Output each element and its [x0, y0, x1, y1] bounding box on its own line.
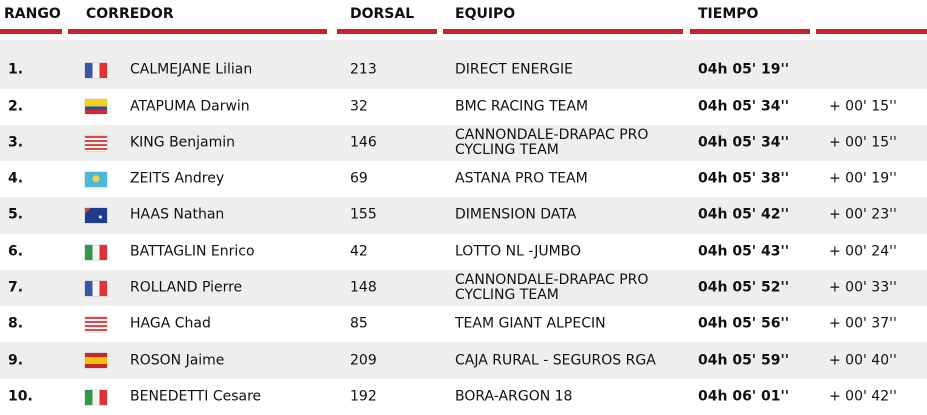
bib: 42	[350, 243, 368, 260]
flag	[85, 171, 107, 187]
flag	[85, 208, 107, 224]
team: TEAM GIANT ALPECIN	[455, 315, 606, 332]
bib: 146	[350, 134, 377, 151]
bib: 213	[350, 61, 377, 78]
header-bar	[816, 29, 927, 34]
rider: BENEDETTI Cesare	[130, 388, 262, 405]
rank: 6.	[8, 243, 24, 260]
rank: 1.	[8, 61, 24, 78]
time: 04h 05' 59''	[698, 352, 790, 369]
table-row: 1. CALMEJANE Lilian 213 DIRECT ENERGIE 04h 0…	[0, 52, 927, 89]
header-bar	[337, 29, 437, 34]
time: 04h 05' 19''	[698, 61, 790, 78]
gap: + 00' 33''	[829, 279, 897, 296]
table-row: 9. ROSON Jaime 209 CAJA RURAL - SEGUROS RGA…	[0, 342, 927, 379]
flag	[85, 280, 107, 296]
team: CAJA RURAL - SEGUROS RGA	[455, 352, 656, 369]
bib: 85	[350, 315, 368, 332]
rider: BATTAGLIN Enrico	[130, 243, 255, 260]
time: 04h 05' 38''	[698, 170, 790, 187]
bib: 192	[350, 388, 377, 405]
table-row: 2. ATAPUMA Darwin 32 BMC RACING TEAM 04h 05'…	[0, 88, 927, 125]
rank: 2.	[8, 98, 24, 115]
bib: 155	[350, 206, 377, 223]
header: TIEMPO	[698, 6, 759, 22]
time: 04h 06' 01''	[698, 388, 790, 405]
flag	[85, 99, 107, 115]
rank: 3.	[8, 134, 24, 151]
gap: + 00' 19''	[829, 170, 897, 187]
header-bar	[0, 29, 62, 34]
header: EQUIPO	[455, 6, 516, 22]
time: 04h 05' 34''	[698, 98, 790, 115]
flag	[85, 389, 107, 405]
bib: 148	[350, 279, 377, 296]
bib: 209	[350, 352, 377, 369]
rank: 10.	[8, 388, 33, 405]
team: BORA-ARGON 18	[455, 388, 573, 405]
header-bar	[690, 29, 810, 34]
rider: HAGA Chad	[130, 315, 211, 332]
gap: + 00' 23''	[829, 206, 897, 223]
table-row: 3. KING Benjamin 146 CANNONDALE-DRAPAC PRO …	[0, 124, 927, 162]
gap: + 00' 24''	[829, 243, 897, 260]
flag	[85, 135, 107, 151]
table-row: 6. BATTAGLIN Enrico 42 LOTTO NL -JUMBO 04h 0…	[0, 234, 927, 271]
rider: KING Benjamin	[130, 134, 236, 151]
rank: 9.	[8, 352, 24, 369]
time: 04h 05' 43''	[698, 243, 790, 260]
header-bar	[68, 29, 327, 34]
table-row: 5. HAAS Nathan 155 DIMENSION DATA 04h 05' 42…	[0, 197, 927, 234]
table-row: 4. ZEITS Andrey 69 ASTANA PRO TEAM 04h 05' 3…	[0, 161, 927, 198]
table-row: 7. ROLLAND Pierre 148 CANNONDALE-DRAPAC PRO…	[0, 269, 927, 307]
rank: 8.	[8, 315, 24, 332]
gap: + 00' 15''	[829, 98, 897, 115]
team: CANNONDALE-DRAPAC PRO CYCLING TEAM	[455, 272, 649, 304]
rider: ROLLAND Pierre	[130, 279, 243, 296]
team: LOTTO NL -JUMBO	[455, 243, 582, 260]
bib: 69	[350, 170, 368, 187]
rider: ROSON Jaime	[130, 352, 225, 369]
flag	[85, 63, 107, 78]
gap: + 00' 42''	[829, 388, 897, 405]
team: CANNONDALE-DRAPAC PRO CYCLING TEAM	[455, 126, 649, 158]
flag	[85, 317, 107, 333]
team: ASTANA PRO TEAM	[455, 170, 588, 187]
bib: 32	[350, 98, 368, 115]
rider: ATAPUMA Darwin	[130, 98, 250, 115]
header-bar	[443, 29, 683, 34]
table-row: 8. HAGA Chad 85 TEAM GIANT ALPECIN 04h 05' 5…	[0, 306, 927, 343]
table-row: 10. BENEDETTI Cesare 192 BORA-ARGON 18 04h 0…	[0, 379, 927, 415]
rank: 7.	[8, 279, 24, 296]
header: RANGO	[4, 6, 61, 22]
spacer	[0, 40, 927, 52]
rider: HAAS Nathan	[130, 206, 225, 223]
rider: CALMEJANE Lilian	[130, 61, 253, 78]
header: DORSAL	[350, 6, 415, 22]
header: CORREDOR	[86, 6, 174, 22]
time: 04h 05' 52''	[698, 279, 790, 296]
time: 04h 05' 42''	[698, 206, 790, 223]
rank: 5.	[8, 206, 24, 223]
time: 04h 05' 56''	[698, 315, 790, 332]
team: DIRECT ENERGIE	[455, 61, 573, 78]
rider: ZEITS Andrey	[130, 170, 225, 187]
gap: + 00' 40''	[829, 352, 897, 369]
flag	[85, 244, 107, 260]
gap: + 00' 37''	[829, 315, 897, 332]
flag	[85, 353, 107, 369]
team: DIMENSION DATA	[455, 206, 577, 223]
time: 04h 05' 34''	[698, 134, 790, 151]
team: BMC RACING TEAM	[455, 98, 589, 115]
rank: 4.	[8, 170, 24, 187]
gap: + 00' 15''	[829, 134, 897, 151]
